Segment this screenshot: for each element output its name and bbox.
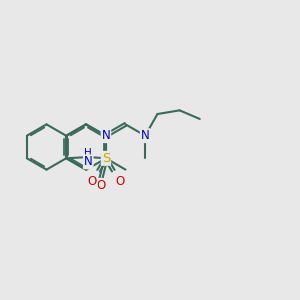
Text: O: O	[115, 175, 124, 188]
Text: O: O	[96, 179, 105, 192]
Text: H: H	[84, 148, 92, 158]
Text: S: S	[102, 152, 110, 165]
Text: O: O	[87, 175, 97, 188]
Text: N: N	[102, 129, 110, 142]
Text: N: N	[84, 155, 93, 168]
Text: N: N	[141, 129, 149, 142]
